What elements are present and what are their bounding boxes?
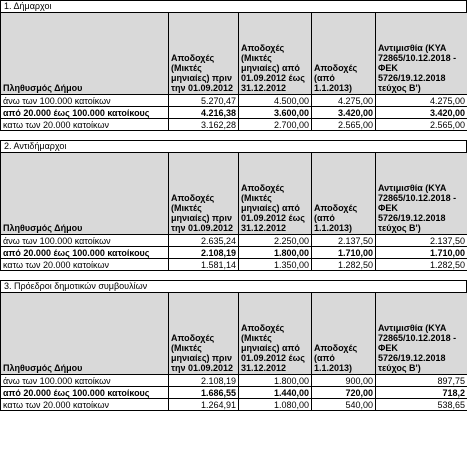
cell-v4: 718,2 [375, 386, 467, 399]
cell-v3: 2.565,00 [311, 118, 376, 131]
row-label: άνω των 100.000 κατοίκων [0, 94, 169, 107]
row-label: από 20.000 έως 100.000 κατοίκους [0, 106, 169, 119]
header-population: Πληθυσμός Δήμου [0, 152, 169, 235]
row-label: άνω των 100.000 κατοίκων [0, 374, 169, 387]
header-col3: Αποδοχές (από 1.1.2013) [311, 292, 376, 375]
row-label: άνω των 100.000 κατοίκων [0, 234, 169, 247]
cell-v3: 1.710,00 [311, 246, 376, 259]
salary-table-deputy-mayors: Πληθυσμός Δήμου Αποδοχές (Μικτές μηνιαίε… [0, 152, 467, 271]
header-col1: Αποδοχές (Μικτές μηνιαίες) πριν την 01.0… [168, 292, 239, 375]
cell-v2: 1.080,00 [238, 398, 312, 411]
header-col3: Αποδοχές (από 1.1.2013) [311, 152, 376, 235]
row-label: κατω των 20.000 κατοίκων [0, 258, 169, 271]
table-row: άνω των 100.000 κατοίκων 2.108,19 1.800,… [0, 374, 467, 387]
cell-v1: 1.686,55 [168, 386, 239, 399]
cell-v4: 3.420,00 [375, 106, 467, 119]
cell-v4: 2.137,50 [375, 234, 467, 247]
section-title: 1. Δήμαρχοι [0, 0, 467, 12]
cell-v4: 897,75 [375, 374, 467, 387]
table-row: άνω των 100.000 κατοίκων 5.270,47 4.500,… [0, 94, 467, 107]
cell-v2: 2.250,00 [238, 234, 312, 247]
header-population: Πληθυσμός Δήμου [0, 292, 169, 375]
row-label: κατω των 20.000 κατοίκων [0, 398, 169, 411]
cell-v3: 540,00 [311, 398, 376, 411]
cell-v4: 1.710,00 [375, 246, 467, 259]
header-col2: Αποδοχές (Μικτές μηνιαίες) από 01.09.201… [238, 12, 312, 95]
cell-v3: 1.282,50 [311, 258, 376, 271]
header-population: Πληθυσμός Δήμου [0, 12, 169, 95]
cell-v1: 1.581,14 [168, 258, 239, 271]
table-row: από 20.000 έως 100.000 κατοίκους 1.686,5… [0, 386, 467, 399]
section-title: 3. Πρόεδροι δημοτικών συμβουλίων [0, 280, 467, 292]
cell-v3: 2.137,50 [311, 234, 376, 247]
cell-v2: 3.600,00 [238, 106, 312, 119]
cell-v1: 2.108,19 [168, 374, 239, 387]
header-col3: Αποδοχές (από 1.1.2013) [311, 12, 376, 95]
row-label: κατω των 20.000 κατοίκων [0, 118, 169, 131]
table-row: από 20.000 έως 100.000 κατοίκους 2.108,1… [0, 246, 467, 259]
cell-v2: 1.440,00 [238, 386, 312, 399]
cell-v2: 1.800,00 [238, 374, 312, 387]
header-col1: Αποδοχές (Μικτές μηνιαίες) πριν την 01.0… [168, 152, 239, 235]
header-col2: Αποδοχές (Μικτές μηνιαίες) από 01.09.201… [238, 152, 312, 235]
cell-v2: 1.800,00 [238, 246, 312, 259]
table-header-row: Πληθυσμός Δήμου Αποδοχές (Μικτές μηνιαίε… [0, 292, 467, 375]
cell-v3: 900,00 [311, 374, 376, 387]
table-header-row: Πληθυσμός Δήμου Αποδοχές (Μικτές μηνιαίε… [0, 152, 467, 235]
cell-v2: 4.500,00 [238, 94, 312, 107]
cell-v1: 5.270,47 [168, 94, 239, 107]
table-row: άνω των 100.000 κατοίκων 2.635,24 2.250,… [0, 234, 467, 247]
header-col1: Αποδοχές (Μικτές μηνιαίες) πριν την 01.0… [168, 12, 239, 95]
cell-v1: 1.264,91 [168, 398, 239, 411]
table-row: κατω των 20.000 κατοίκων 3.162,28 2.700,… [0, 118, 467, 131]
header-col4: Αντιμισθία (ΚΥΑ 72865/10.12.2018 - ΦΕΚ 5… [375, 292, 467, 375]
header-col4: Αντιμισθία (ΚΥΑ 72865/10.12.2018 - ΦΕΚ 5… [375, 152, 467, 235]
row-label: από 20.000 έως 100.000 κατοίκους [0, 386, 169, 399]
cell-v3: 720,00 [311, 386, 376, 399]
row-label: από 20.000 έως 100.000 κατοίκους [0, 246, 169, 259]
salary-tables: 1. Δήμαρχοι Πληθυσμός Δήμου Αποδοχές (Μι… [0, 0, 467, 411]
cell-v1: 4.216,38 [168, 106, 239, 119]
header-col2: Αποδοχές (Μικτές μηνιαίες) από 01.09.201… [238, 292, 312, 375]
table-row: από 20.000 έως 100.000 κατοίκους 4.216,3… [0, 106, 467, 119]
cell-v4: 4.275,00 [375, 94, 467, 107]
salary-table-mayors: Πληθυσμός Δήμου Αποδοχές (Μικτές μηνιαίε… [0, 12, 467, 131]
cell-v2: 1.350,00 [238, 258, 312, 271]
cell-v2: 2.700,00 [238, 118, 312, 131]
cell-v1: 2.108,19 [168, 246, 239, 259]
cell-v3: 3.420,00 [311, 106, 376, 119]
header-col4: Αντιμισθία (ΚΥΑ 72865/10.12.2018 - ΦΕΚ 5… [375, 12, 467, 95]
table-row: κατω των 20.000 κατοίκων 1.581,14 1.350,… [0, 258, 467, 271]
cell-v4: 1.282,50 [375, 258, 467, 271]
cell-v3: 4.275,00 [311, 94, 376, 107]
cell-v1: 2.635,24 [168, 234, 239, 247]
cell-v4: 538,65 [375, 398, 467, 411]
table-row: κατω των 20.000 κατοίκων 1.264,91 1.080,… [0, 398, 467, 411]
section-title: 2. Αντιδήμαρχοι [0, 140, 467, 152]
table-header-row: Πληθυσμός Δήμου Αποδοχές (Μικτές μηνιαίε… [0, 12, 467, 95]
cell-v4: 2.565,00 [375, 118, 467, 131]
salary-table-council-presidents: Πληθυσμός Δήμου Αποδοχές (Μικτές μηνιαίε… [0, 292, 467, 411]
cell-v1: 3.162,28 [168, 118, 239, 131]
